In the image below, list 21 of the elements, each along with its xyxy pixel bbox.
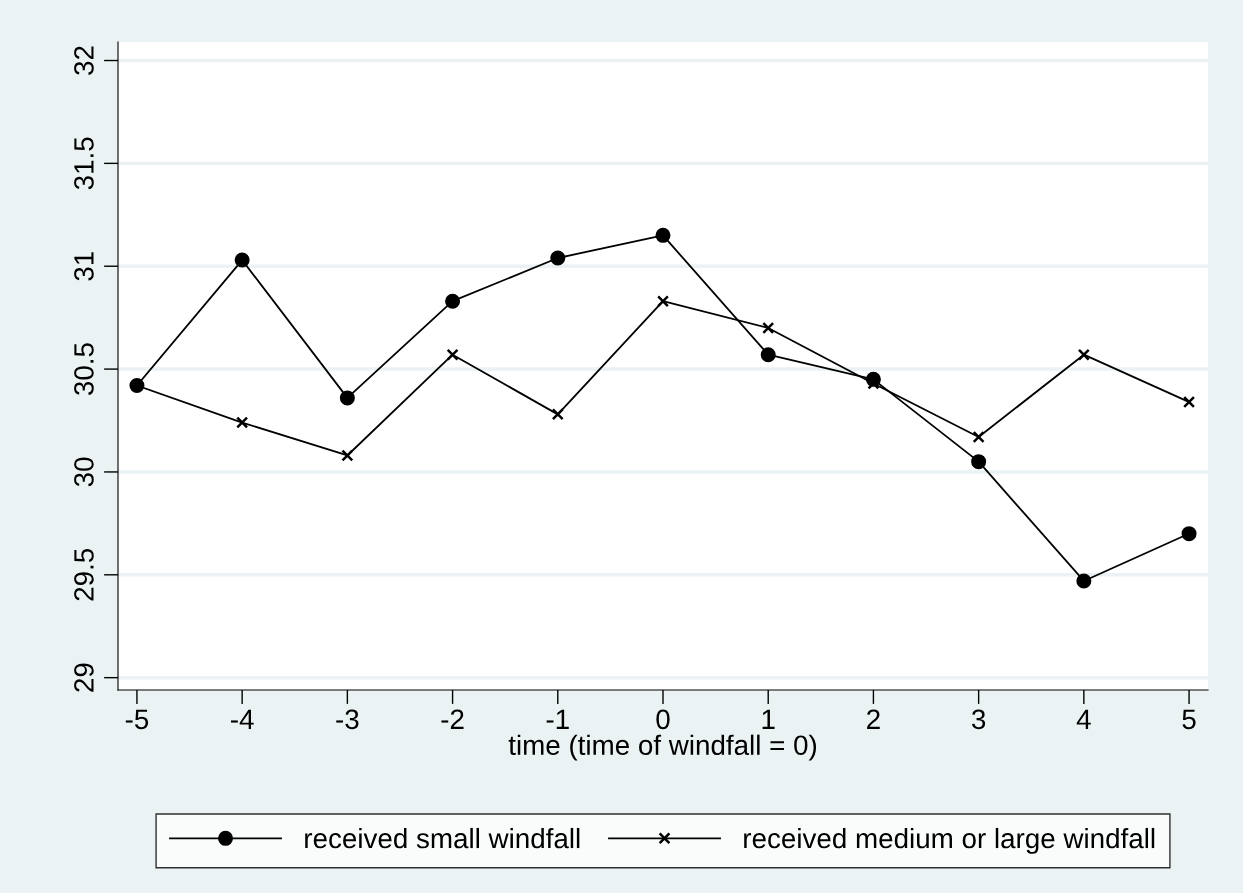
x-tick-label: 2 [867,709,880,729]
y-tick-label: 31 [74,252,94,281]
x-tick-label: 5 [1182,709,1196,730]
x-tick-label: -3 [336,709,359,730]
y-tick-label: 31.5 [74,137,94,190]
legend-label: received medium or large windfall [744,827,1155,854]
y-tick-label: 29 [74,663,94,692]
x-tick-label: -4 [231,709,254,729]
x-tick-label: -5 [125,709,149,730]
y-tick-label: 30.5 [74,343,94,396]
x-tick-label: -1 [546,709,569,729]
y-tick-label: 32 [74,46,94,75]
x-axis-title: time (time of windfall = 0) [508,734,817,761]
legend-label: received small windfall [305,827,580,849]
x-tick-label: 1 [762,709,775,729]
x-tick-label: -2 [441,709,464,729]
x-tick-label: 3 [971,709,986,730]
x-tick-label: 4 [1076,709,1091,729]
x-tick-label: 0 [656,709,670,730]
y-tick-label: 30 [74,457,94,487]
y-tick-label: 29.5 [74,548,94,601]
